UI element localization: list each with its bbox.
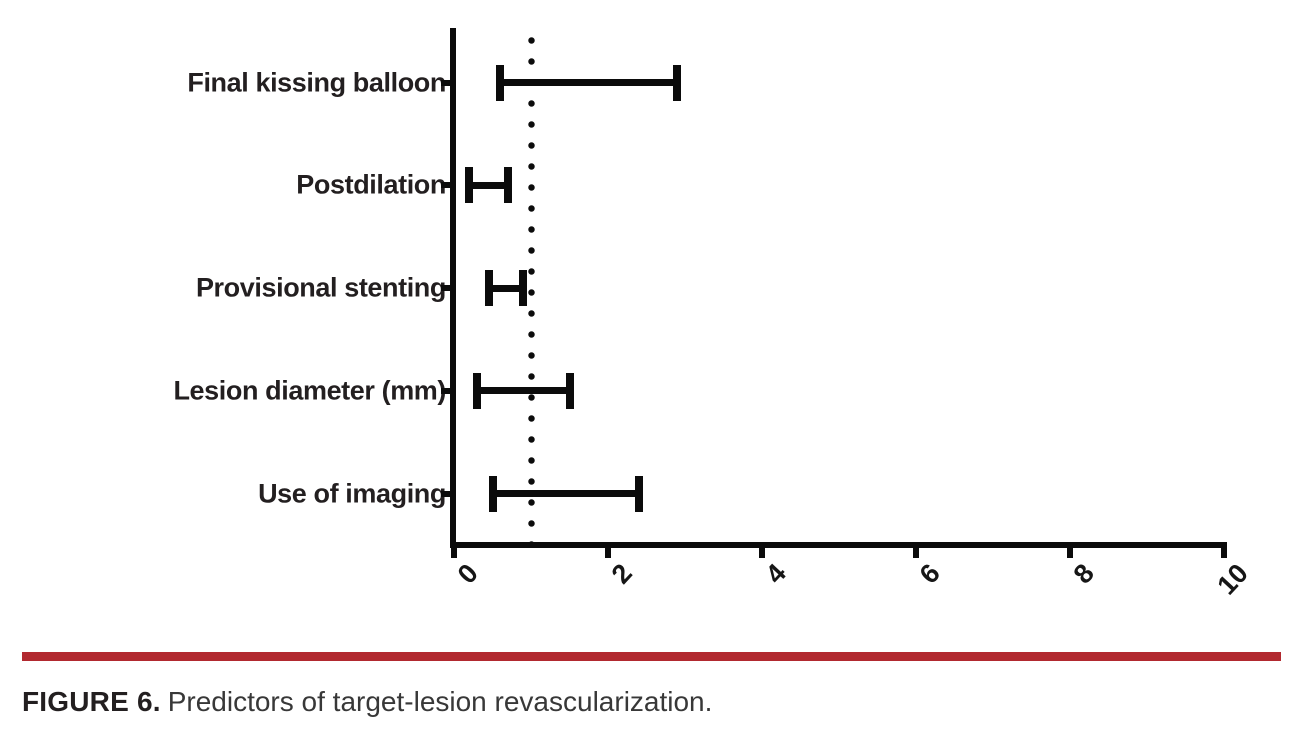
x-axis-tick	[605, 548, 611, 558]
x-axis-tick	[1067, 548, 1073, 558]
interval-cap-right	[565, 372, 574, 409]
x-axis-tick	[451, 548, 457, 558]
x-axis-tick	[913, 548, 919, 558]
interval-bar	[469, 181, 508, 189]
caption-text: Predictors of target-lesion revasculariz…	[167, 686, 713, 717]
interval-bar	[488, 284, 524, 292]
category-axis-tick	[441, 490, 450, 497]
reference-dotted-line	[527, 30, 535, 558]
x-axis-line	[450, 542, 1227, 548]
x-tick-label: 6	[913, 558, 946, 590]
caption-label: FIGURE 6.	[22, 686, 161, 717]
interval-cap-right	[673, 64, 682, 101]
category-label: Final kissing balloon	[187, 67, 446, 98]
x-axis-tick	[1221, 548, 1227, 558]
interval-cap-left	[473, 372, 482, 409]
y-axis-line	[450, 28, 456, 548]
category-label: Lesion diameter (mm)	[173, 375, 446, 406]
interval-bar	[492, 490, 639, 498]
figure-caption: FIGURE 6. Predictors of target-lesion rev…	[22, 686, 712, 718]
category-axis-tick	[441, 285, 450, 292]
category-label: Provisional stenting	[195, 272, 446, 303]
figure-rule-divider	[22, 652, 1281, 661]
x-axis-tick	[759, 548, 765, 558]
interval-cap-left	[496, 64, 505, 101]
category-label: Use of imaging	[258, 478, 446, 509]
interval-cap-right	[519, 270, 528, 307]
category-axis-tick	[441, 182, 450, 189]
category-label: Postdilation	[296, 169, 446, 200]
interval-cap-right	[634, 475, 643, 512]
interval-cap-right	[503, 167, 512, 204]
interval-cap-left	[465, 167, 474, 204]
interval-cap-left	[484, 270, 493, 307]
category-axis-tick	[441, 387, 450, 394]
interval-cap-left	[488, 475, 497, 512]
interval-bar	[500, 79, 678, 87]
forest-plot: 0 2 4 6 8 10 Final kissing balloon Postdilation…	[173, 28, 1254, 600]
category-axis-tick	[441, 79, 450, 86]
interval-bar	[477, 387, 570, 395]
x-tick-label: 10	[1211, 558, 1254, 601]
x-tick-label: 8	[1067, 558, 1100, 590]
